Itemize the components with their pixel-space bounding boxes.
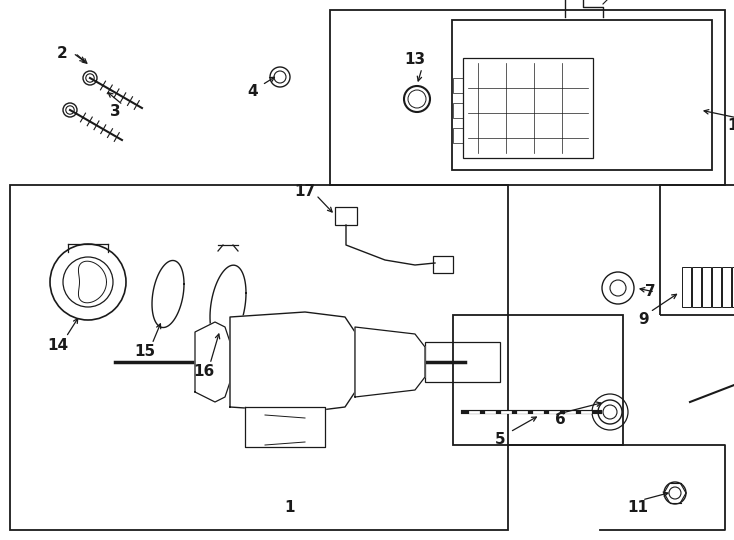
Text: 3: 3 — [109, 105, 120, 119]
Bar — [330, 10, 725, 185]
Bar — [660, 185, 734, 315]
Text: 5: 5 — [495, 433, 505, 448]
Text: 9: 9 — [639, 313, 650, 327]
Bar — [453, 103, 463, 118]
Text: 15: 15 — [134, 345, 156, 360]
Bar — [702, 267, 711, 307]
Bar — [453, 315, 623, 445]
Bar — [452, 20, 712, 170]
Bar — [335, 207, 357, 225]
Bar — [732, 267, 734, 307]
Bar — [682, 267, 691, 307]
Text: 11: 11 — [628, 501, 649, 516]
Polygon shape — [245, 407, 325, 447]
Bar — [425, 342, 500, 382]
Bar — [433, 256, 453, 273]
Text: 17: 17 — [294, 185, 316, 199]
Text: 7: 7 — [644, 285, 655, 300]
Text: 1: 1 — [285, 501, 295, 516]
Text: 6: 6 — [555, 413, 565, 428]
Polygon shape — [355, 327, 425, 397]
Bar — [692, 267, 701, 307]
Polygon shape — [195, 322, 230, 402]
Text: 2: 2 — [57, 45, 68, 60]
Bar — [463, 58, 593, 158]
Bar — [722, 267, 731, 307]
Bar — [453, 128, 463, 143]
Text: 16: 16 — [193, 364, 214, 380]
Polygon shape — [230, 312, 355, 412]
Text: 4: 4 — [247, 84, 258, 99]
Text: 14: 14 — [48, 338, 68, 353]
Text: 13: 13 — [404, 52, 426, 68]
Bar — [453, 78, 463, 93]
Text: 12: 12 — [727, 118, 734, 132]
Bar — [712, 267, 721, 307]
Bar — [10, 185, 508, 530]
